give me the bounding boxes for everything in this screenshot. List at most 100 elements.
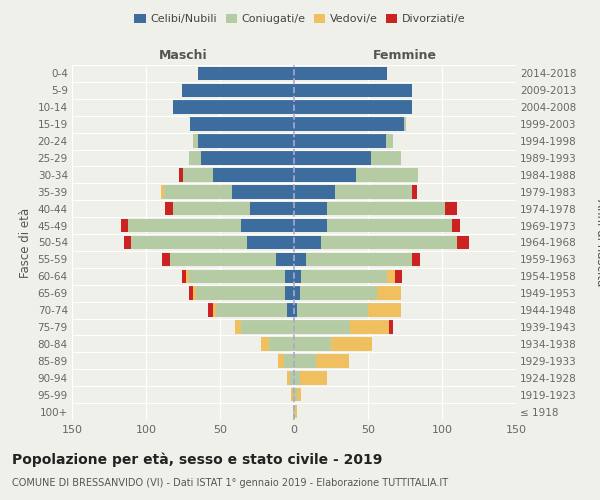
- Bar: [320, 236, 457, 250]
- Bar: [165, 202, 173, 215]
- Bar: [301, 270, 387, 283]
- Bar: [182, 270, 186, 283]
- Bar: [241, 219, 294, 232]
- Bar: [269, 337, 294, 350]
- Bar: [121, 219, 128, 232]
- Bar: [198, 134, 294, 148]
- Legend: Celibi/Nubili, Coniugati/e, Vedovi/e, Divorziati/e: Celibi/Nubili, Coniugati/e, Vedovi/e, Di…: [131, 10, 469, 28]
- Bar: [294, 202, 326, 215]
- Bar: [128, 219, 241, 232]
- Bar: [368, 304, 401, 317]
- Bar: [193, 286, 196, 300]
- Bar: [196, 286, 285, 300]
- Bar: [235, 320, 241, 334]
- Bar: [316, 354, 349, 368]
- Bar: [189, 286, 193, 300]
- Bar: [293, 405, 294, 418]
- Bar: [306, 252, 412, 266]
- Bar: [284, 354, 294, 368]
- Y-axis label: Anni di nascita: Anni di nascita: [593, 199, 600, 286]
- Bar: [389, 320, 393, 334]
- Bar: [189, 151, 201, 164]
- Bar: [290, 371, 294, 384]
- Bar: [294, 168, 356, 181]
- Bar: [124, 236, 131, 250]
- Bar: [183, 168, 212, 181]
- Bar: [412, 252, 420, 266]
- Bar: [294, 151, 371, 164]
- Bar: [215, 304, 287, 317]
- Bar: [294, 84, 412, 97]
- Bar: [356, 168, 418, 181]
- Bar: [457, 236, 469, 250]
- Bar: [331, 337, 373, 350]
- Bar: [294, 337, 331, 350]
- Text: Maschi: Maschi: [158, 50, 208, 62]
- Bar: [232, 185, 294, 198]
- Bar: [278, 354, 284, 368]
- Bar: [193, 134, 198, 148]
- Bar: [198, 66, 294, 80]
- Bar: [131, 236, 247, 250]
- Bar: [208, 304, 212, 317]
- Text: Femmine: Femmine: [373, 50, 437, 62]
- Bar: [241, 320, 294, 334]
- Bar: [297, 304, 368, 317]
- Bar: [294, 185, 335, 198]
- Y-axis label: Fasce di età: Fasce di età: [19, 208, 32, 278]
- Bar: [186, 270, 189, 283]
- Bar: [276, 252, 294, 266]
- Bar: [294, 252, 306, 266]
- Bar: [161, 185, 164, 198]
- Bar: [295, 405, 297, 418]
- Bar: [300, 286, 377, 300]
- Bar: [395, 270, 402, 283]
- Bar: [287, 304, 294, 317]
- Bar: [262, 337, 269, 350]
- Bar: [173, 100, 294, 114]
- Bar: [293, 388, 294, 402]
- Bar: [294, 134, 386, 148]
- Bar: [412, 185, 417, 198]
- Bar: [294, 304, 297, 317]
- Bar: [285, 270, 294, 283]
- Bar: [452, 219, 460, 232]
- Bar: [294, 354, 316, 368]
- Bar: [164, 185, 232, 198]
- Bar: [294, 270, 301, 283]
- Bar: [212, 304, 215, 317]
- Bar: [285, 286, 294, 300]
- Bar: [387, 270, 395, 283]
- Bar: [294, 371, 300, 384]
- Bar: [162, 252, 170, 266]
- Bar: [294, 286, 300, 300]
- Bar: [377, 286, 401, 300]
- Bar: [326, 202, 445, 215]
- Bar: [371, 151, 401, 164]
- Bar: [294, 100, 412, 114]
- Bar: [294, 236, 320, 250]
- Bar: [250, 202, 294, 215]
- Bar: [326, 219, 452, 232]
- Text: COMUNE DI BRESSANVIDO (VI) - Dati ISTAT 1° gennaio 2019 - Elaborazione TUTTITALI: COMUNE DI BRESSANVIDO (VI) - Dati ISTAT …: [12, 478, 448, 488]
- Bar: [445, 202, 457, 215]
- Bar: [294, 405, 295, 418]
- Text: Popolazione per età, sesso e stato civile - 2019: Popolazione per età, sesso e stato civil…: [12, 452, 382, 467]
- Bar: [247, 236, 294, 250]
- Bar: [190, 118, 294, 131]
- Bar: [300, 371, 326, 384]
- Bar: [297, 388, 301, 402]
- Bar: [294, 219, 326, 232]
- Bar: [404, 118, 406, 131]
- Bar: [294, 118, 404, 131]
- Bar: [291, 388, 293, 402]
- Bar: [386, 134, 393, 148]
- Bar: [201, 151, 294, 164]
- Bar: [170, 252, 276, 266]
- Bar: [182, 84, 294, 97]
- Bar: [189, 270, 285, 283]
- Bar: [212, 168, 294, 181]
- Bar: [173, 202, 250, 215]
- Bar: [294, 66, 387, 80]
- Bar: [335, 185, 412, 198]
